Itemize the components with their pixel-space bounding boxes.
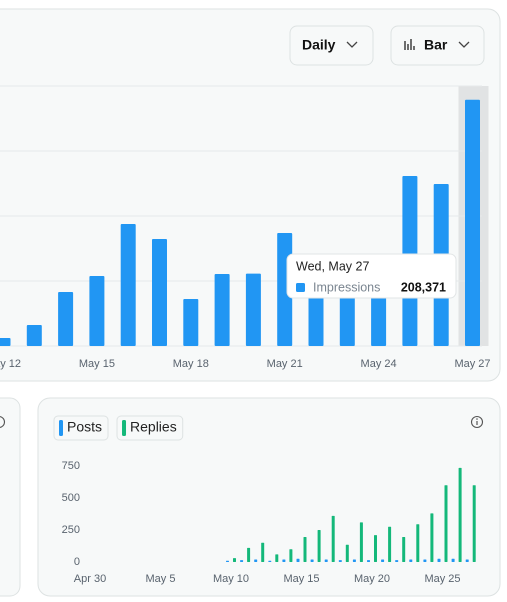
x-tick-label: May 10 xyxy=(213,573,249,585)
bar xyxy=(472,485,476,562)
bar xyxy=(367,560,370,562)
bar xyxy=(289,549,293,562)
bar xyxy=(339,286,355,346)
bar xyxy=(381,559,385,562)
bar xyxy=(0,337,11,346)
x-tick-label: May 5 xyxy=(146,573,176,585)
tooltip-series: Impressions xyxy=(313,280,380,294)
legend-box xyxy=(53,415,109,441)
panel xyxy=(0,397,21,597)
bar xyxy=(296,558,300,562)
bar xyxy=(437,558,441,562)
bar xyxy=(423,559,427,562)
tooltip-value: 208,371 xyxy=(401,280,446,294)
bar xyxy=(345,544,349,562)
x-tick-label: May 12 xyxy=(0,358,21,370)
x-tick-label: May 25 xyxy=(424,573,460,585)
bar xyxy=(183,298,199,346)
bar xyxy=(89,276,105,346)
bar xyxy=(331,515,335,562)
dropdown-box[interactable] xyxy=(390,25,485,66)
x-tick-label: May 18 xyxy=(173,358,209,370)
bar xyxy=(303,537,307,562)
x-tick-label: May 24 xyxy=(361,358,397,370)
x-tick-label: May 21 xyxy=(267,358,303,370)
bar xyxy=(58,291,74,346)
legend-label: Posts xyxy=(67,419,102,435)
bar xyxy=(359,522,363,562)
bar xyxy=(444,485,448,562)
bar xyxy=(26,324,42,346)
chart-type-dropdown[interactable]: Bar xyxy=(390,25,485,66)
bar xyxy=(430,513,434,562)
bar xyxy=(324,559,328,562)
bar xyxy=(275,554,279,562)
legend-swatch xyxy=(122,420,127,436)
tooltip: Wed, May 27 Impressions 208,371 xyxy=(286,253,457,299)
bar xyxy=(245,273,261,346)
legend-item[interactable]: Replies xyxy=(116,415,184,441)
bar xyxy=(268,560,272,562)
legend-label: Replies xyxy=(130,419,177,435)
tooltip-title: Wed, May 27 xyxy=(296,259,369,273)
bar xyxy=(416,524,420,562)
chevron[interactable] xyxy=(458,41,470,48)
y-tick-label: 0 xyxy=(74,556,80,568)
dropdown-label[interactable]: Bar xyxy=(424,37,448,53)
bar xyxy=(409,559,413,562)
panel xyxy=(37,397,501,597)
bar xyxy=(233,558,236,562)
info-circle[interactable] xyxy=(470,415,484,429)
x-tick-label: Apr 30 xyxy=(74,573,106,585)
bar xyxy=(395,560,399,562)
y-tick-label: 750 xyxy=(62,460,80,472)
bar xyxy=(402,537,406,562)
x-tick-label: May 15 xyxy=(79,358,115,370)
bar xyxy=(214,274,230,346)
dropdown-label[interactable]: Daily xyxy=(302,37,336,53)
bar xyxy=(247,547,251,562)
bar xyxy=(120,224,136,346)
x-tick-label: May 15 xyxy=(283,573,319,585)
bar xyxy=(240,560,244,562)
bar xyxy=(317,530,321,562)
bar xyxy=(465,559,469,562)
bar xyxy=(458,467,462,562)
bar xyxy=(352,559,356,562)
bar xyxy=(371,289,387,346)
bar xyxy=(282,559,286,562)
x-tick-label: May 27 xyxy=(454,358,490,370)
bar xyxy=(388,526,392,562)
bar xyxy=(374,535,377,562)
bar xyxy=(310,559,314,562)
y-tick-label: 250 xyxy=(62,524,80,536)
dropdown-box[interactable] xyxy=(289,25,374,66)
bar xyxy=(226,560,229,562)
legend-item[interactable]: Posts xyxy=(53,415,109,441)
tooltip-swatch xyxy=(296,283,305,292)
legend-box xyxy=(116,415,184,441)
tooltip-box xyxy=(286,253,457,299)
legend-swatch xyxy=(59,420,63,436)
bar xyxy=(152,239,167,346)
interval-dropdown[interactable]: Daily xyxy=(289,25,374,66)
info-icon[interactable] xyxy=(0,416,6,428)
bar xyxy=(451,558,455,562)
bar xyxy=(254,559,258,562)
y-tick-label: 500 xyxy=(62,492,80,504)
x-tick-label: May 20 xyxy=(354,573,390,585)
info-icon[interactable] xyxy=(470,415,484,429)
chevron[interactable] xyxy=(346,41,358,48)
bar xyxy=(261,542,265,562)
bar-icon[interactable] xyxy=(404,39,415,50)
bar xyxy=(338,560,342,562)
bar xyxy=(465,99,480,346)
info-dot[interactable] xyxy=(476,418,478,420)
